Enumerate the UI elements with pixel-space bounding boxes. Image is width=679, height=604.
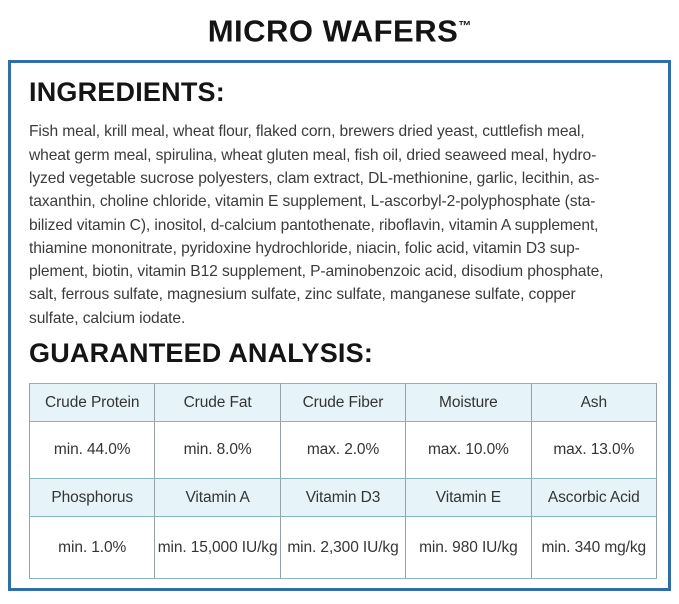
ingredient-line: wheat germ meal, spirulina, wheat gluten… (29, 146, 597, 164)
ingredient-line: lyzed vegetable sucrose polyesters, clam… (29, 169, 600, 187)
ingredient-line: thiamine mononitrate, pyridoxine hydroch… (29, 239, 580, 257)
header-cell-phosphorus: Phosphorus (28, 478, 156, 517)
header-cell-crude-fat: Crude Fat (154, 383, 281, 422)
header-cell-ascorbic-acid: Ascorbic Acid (530, 478, 658, 517)
guaranteed-analysis-table: Crude Protein Crude Fat Crude Fiber Mois… (28, 383, 658, 579)
header-cell-crude-protein: Crude Protein (28, 383, 156, 422)
value-cell-vitamin-e: min. 980 IU/kg (405, 516, 532, 579)
header-cell-vitamin-a: Vitamin A (154, 478, 281, 517)
table-row-nutrient-values-1: min. 44.0% min. 8.0% max. 2.0% max. 10.0… (28, 421, 658, 479)
ingredient-line: salt, ferrous sulfate, magnesium sulfate… (29, 286, 576, 304)
value-cell-phosphorus: min. 1.0% (28, 516, 156, 579)
ingredients-heading: INGREDIENTS: (29, 77, 225, 108)
ingredient-line: bilized vitamin C), inositol, d-calcium … (29, 216, 599, 234)
value-cell-ash: max. 13.0% (530, 421, 658, 479)
value-cell-ascorbic-acid: min. 340 mg/kg (530, 516, 658, 579)
table-row-nutrient-headers-2: Phosphorus Vitamin A Vitamin D3 Vitamin … (28, 478, 658, 517)
value-cell-vitamin-a: min. 15,000 IU/kg (154, 516, 281, 579)
ingredient-line: sulfate, calcium iodate. (29, 309, 186, 327)
ingredient-line: plement, biotin, vitamin B12 supplement,… (29, 263, 604, 281)
header-cell-vitamin-e: Vitamin E (405, 478, 532, 517)
header-cell-vitamin-d3: Vitamin D3 (279, 478, 407, 517)
header-cell-ash: Ash (530, 383, 658, 422)
page-title: MICRO WAFERS™ (0, 7, 679, 50)
header-cell-moisture: Moisture (405, 383, 532, 422)
table-row-nutrient-values-2: min. 1.0% min. 15,000 IU/kg min. 2,300 I… (28, 516, 658, 579)
guaranteed-analysis-heading: GUARANTEED ANALYSIS: (29, 338, 374, 368)
value-cell-moisture: max. 10.0% (405, 421, 532, 479)
value-cell-crude-fat: min. 8.0% (154, 421, 281, 479)
ingredient-line: taxanthin, choline chloride, vitamin E s… (29, 193, 596, 211)
ingredients-text: Fish meal, krill meal, wheat flour, flak… (29, 120, 652, 330)
value-cell-crude-protein: min. 44.0% (28, 421, 156, 479)
label-panel: INGREDIENTS: Fish meal, krill meal, whea… (8, 60, 671, 592)
header-cell-crude-fiber: Crude Fiber (279, 383, 407, 422)
value-cell-crude-fiber: max. 2.0% (279, 421, 407, 479)
value-cell-vitamin-d3: min. 2,300 IU/kg (279, 516, 407, 579)
trademark-symbol: ™ (458, 18, 472, 33)
table-row-nutrient-headers-1: Crude Protein Crude Fat Crude Fiber Mois… (28, 383, 658, 422)
ingredient-line: Fish meal, krill meal, wheat flour, flak… (29, 123, 585, 141)
product-name: MICRO WAFERS (207, 13, 459, 49)
